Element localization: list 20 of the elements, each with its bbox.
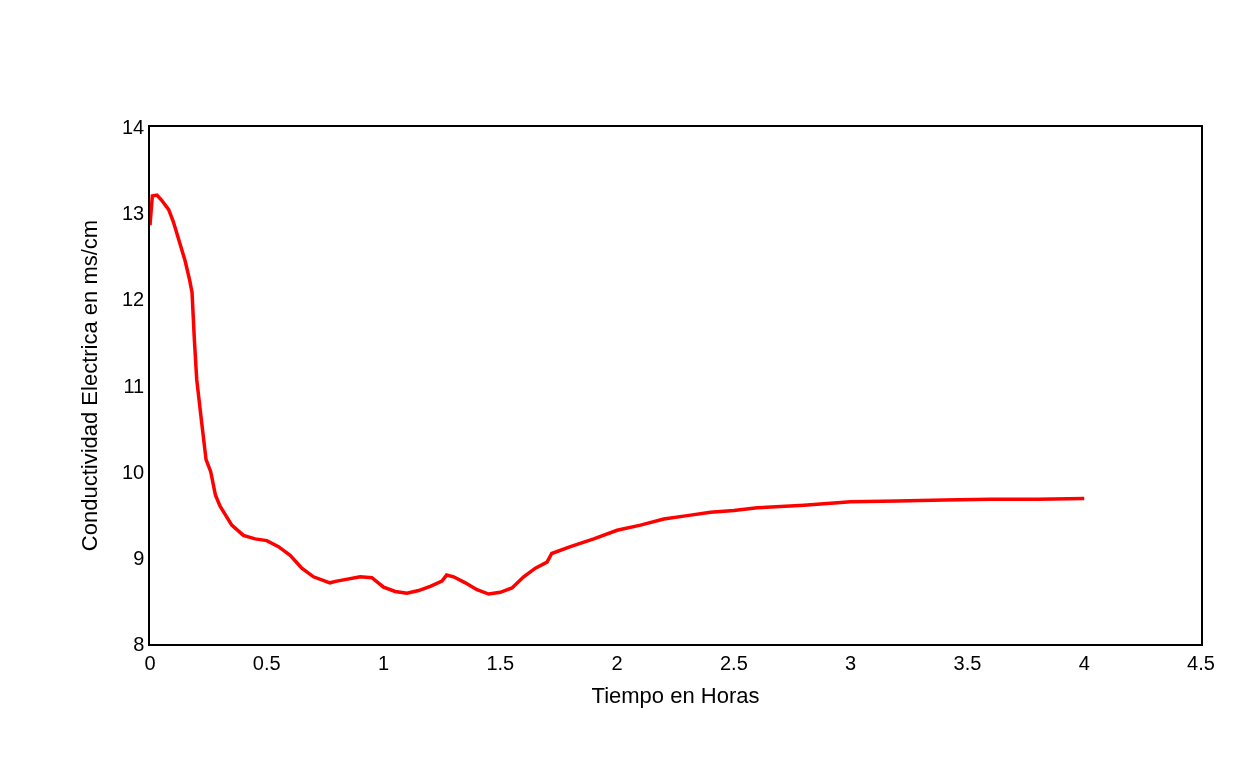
x-tick-label: 1 <box>378 651 390 674</box>
y-tick-label: 14 <box>122 116 145 138</box>
y-tick-label: 9 <box>133 546 145 569</box>
x-tick-label: 1.5 <box>486 651 515 674</box>
y-tick-label: 8 <box>133 633 145 655</box>
x-tick-label: 3.5 <box>953 651 982 674</box>
x-tick-label: 0.5 <box>252 651 281 674</box>
x-tick-label: 4.5 <box>1187 651 1215 674</box>
y-tick-label: 11 <box>123 374 145 397</box>
x-tick-label: 4 <box>1078 651 1090 674</box>
y-axis-title: Conductividad Electrica en ms/cm <box>77 219 103 552</box>
y-tick-label: 13 <box>122 202 145 225</box>
x-tick-label: 2 <box>611 651 623 674</box>
x-tick-label: 0 <box>144 651 156 674</box>
x-axis-title: Tiempo en Horas <box>591 683 760 709</box>
x-tick-label: 2.5 <box>719 651 748 674</box>
line-series <box>150 193 1086 596</box>
x-tick-label: 3 <box>845 651 857 674</box>
y-tick-label: 10 <box>122 460 145 483</box>
y-tick-label: 12 <box>122 288 145 311</box>
